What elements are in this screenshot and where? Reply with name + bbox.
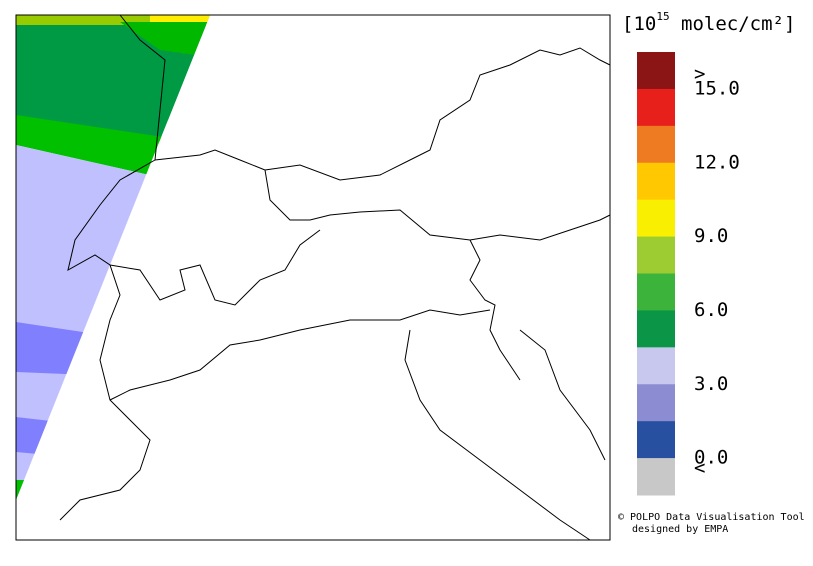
colorbar-segment (637, 88, 675, 127)
colorbar-label: 3.0 (694, 373, 728, 395)
colorbar-segment (637, 273, 675, 311)
colorbar-segment (637, 125, 675, 164)
colorbar-segment (637, 52, 675, 90)
colorbar-label: 15.0 (694, 77, 740, 99)
credit-line: © POLPO Data Visualisation Tool (618, 512, 805, 523)
colorbar-segment (637, 421, 675, 459)
colorbar-segment (637, 162, 675, 201)
colorbar-label: 0.0 (694, 447, 728, 469)
colorbar-label: > (694, 63, 705, 85)
map-frame (15, 14, 611, 541)
title-exponent: 15 (656, 10, 669, 23)
title-prefix: [10 (622, 13, 656, 35)
colorbar-segment (637, 310, 675, 348)
satellite-swath (16, 15, 210, 500)
credit-line: designed by EMPA (632, 524, 728, 535)
colorbar-segment (637, 458, 675, 496)
colorbar-label: 12.0 (694, 151, 740, 173)
colorbar-label: < (694, 457, 705, 479)
title-suffix: molec/cm²] (670, 13, 796, 35)
colorbar-segment (637, 199, 675, 238)
colorbar-segment (637, 384, 675, 422)
colorbar: >15.0 12.0 9.0 6.0 3.0 0.0< (637, 52, 740, 496)
colorbar-title: [1015 molec/cm²] (622, 10, 795, 35)
country-borders (59, 14, 611, 541)
colorbar-label: 9.0 (694, 225, 728, 247)
colorbar-label: 6.0 (694, 299, 728, 321)
colorbar-segment (637, 347, 675, 385)
colorbar-segment (637, 236, 675, 274)
